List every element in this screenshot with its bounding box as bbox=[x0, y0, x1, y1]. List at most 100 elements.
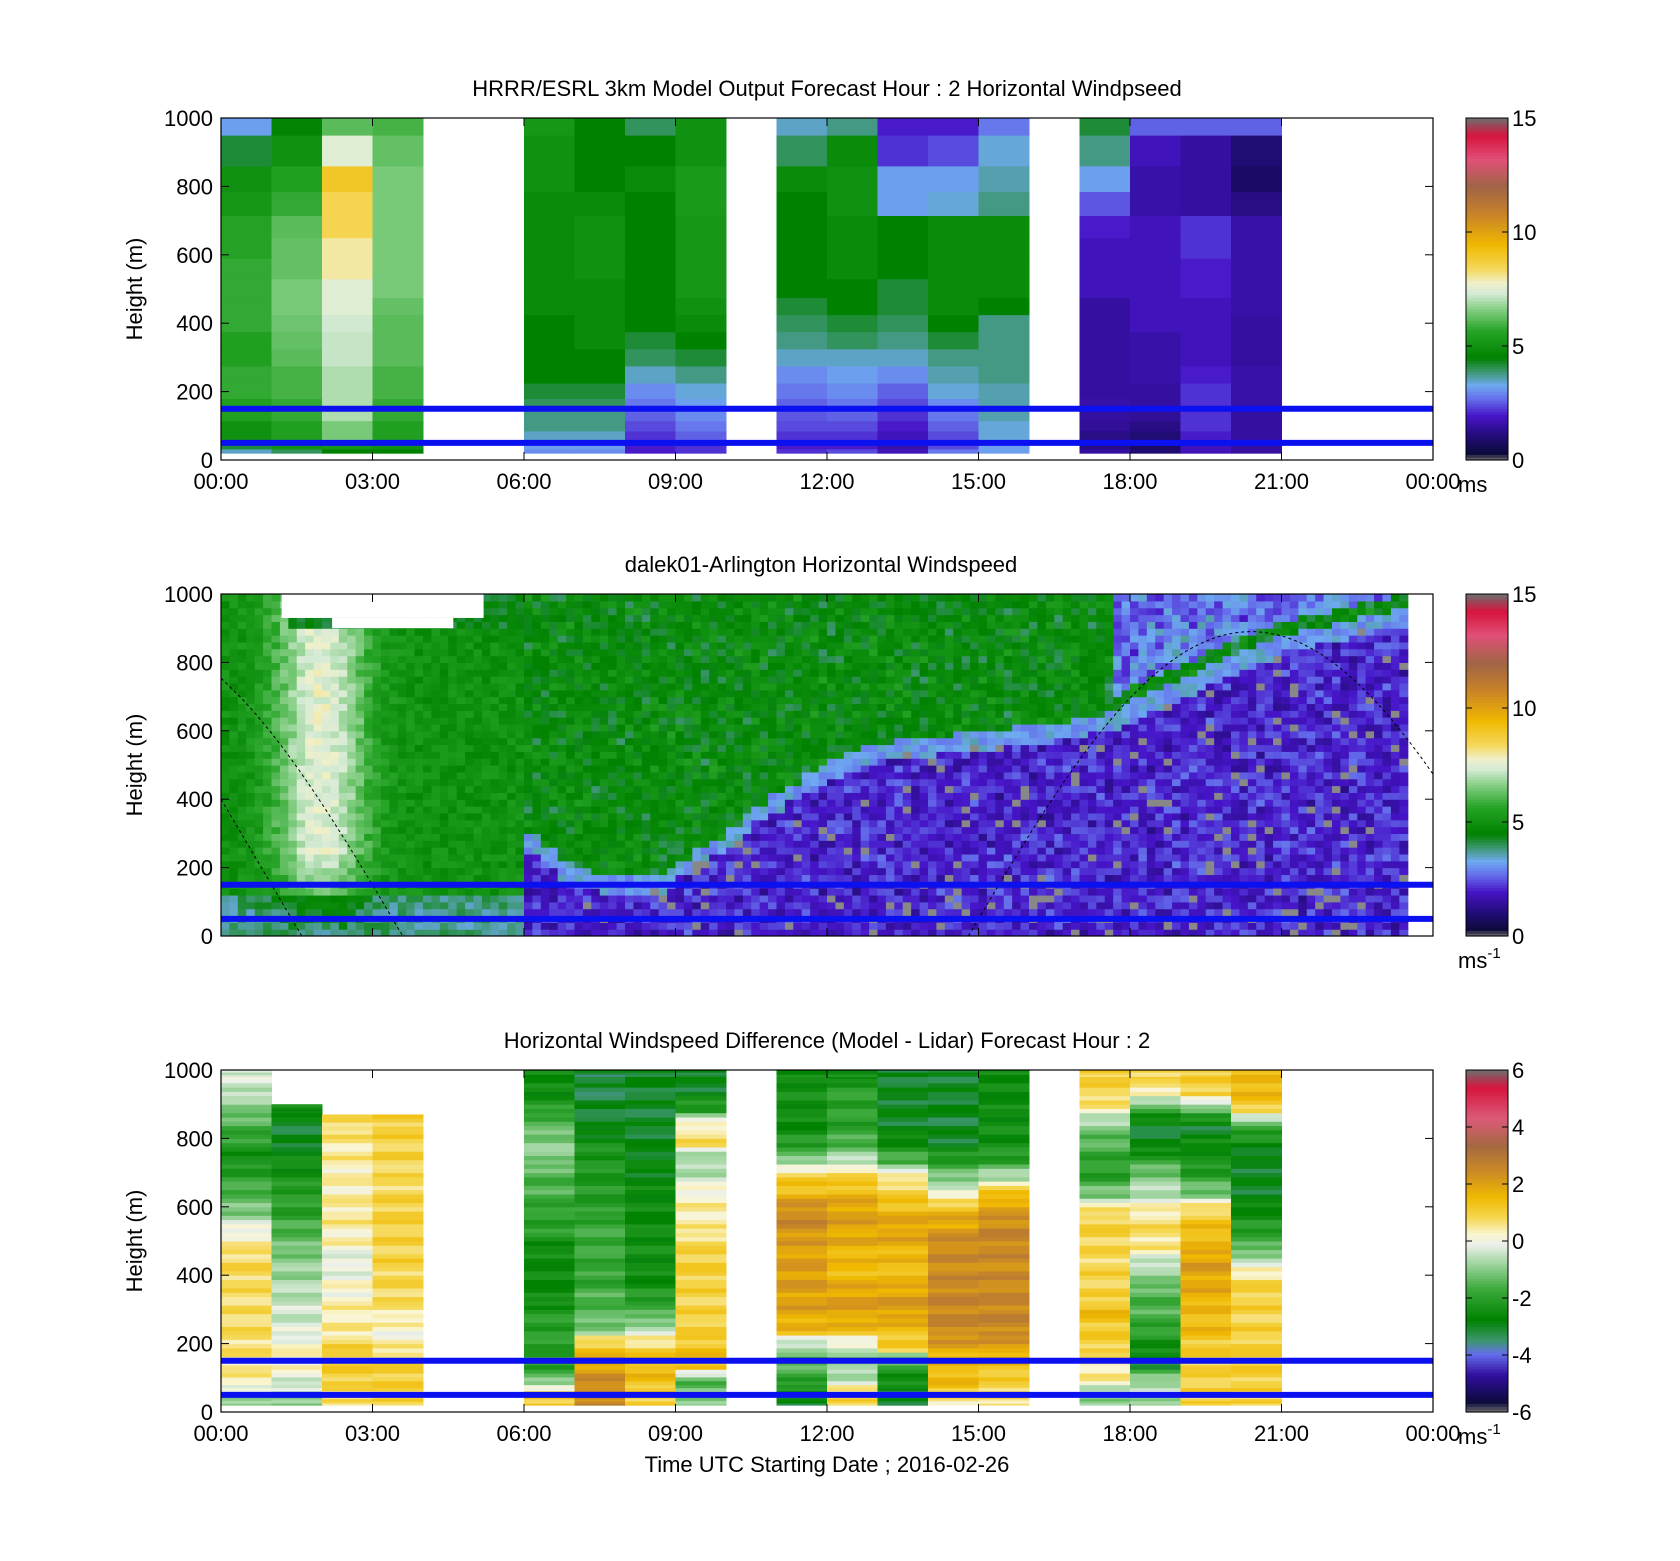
heatmap-cell bbox=[961, 744, 971, 752]
heatmap-cell bbox=[582, 826, 592, 834]
heatmap-cell bbox=[843, 901, 853, 910]
x-tick-label: 21:00 bbox=[1254, 469, 1309, 494]
heatmap-cell bbox=[246, 908, 256, 917]
heatmap-cell bbox=[423, 874, 433, 882]
heatmap-cell bbox=[818, 696, 828, 705]
heatmap-cell bbox=[1231, 278, 1282, 299]
heatmap-cell bbox=[776, 888, 786, 896]
heatmap-cell bbox=[919, 648, 929, 657]
heatmap-cell bbox=[641, 751, 651, 759]
colorbar-swatch bbox=[1466, 428, 1508, 433]
heatmap-cell bbox=[296, 874, 306, 882]
heatmap-cell bbox=[229, 730, 239, 739]
heatmap-cell bbox=[784, 874, 794, 882]
heatmap-cell bbox=[582, 710, 592, 718]
heatmap-cell bbox=[1130, 365, 1181, 384]
heatmap-cell bbox=[414, 888, 424, 896]
heatmap-cell bbox=[869, 621, 879, 629]
heatmap-cell bbox=[633, 929, 643, 936]
heatmap-cell bbox=[852, 860, 862, 869]
heatmap-cell bbox=[919, 860, 929, 869]
heatmap-cell bbox=[246, 723, 256, 732]
heatmap-cell bbox=[717, 806, 727, 814]
heatmap-cell bbox=[221, 410, 272, 422]
heatmap-cell bbox=[591, 874, 601, 882]
heatmap-cell bbox=[279, 792, 289, 800]
heatmap-cell bbox=[776, 237, 828, 259]
heatmap-cell bbox=[658, 833, 668, 841]
heatmap-cell bbox=[936, 717, 946, 725]
heatmap-cell bbox=[288, 655, 298, 663]
heatmap-cell bbox=[944, 662, 954, 670]
heatmap-cell bbox=[625, 689, 635, 698]
heatmap-cell bbox=[439, 723, 449, 732]
heatmap-cell bbox=[338, 689, 348, 698]
heatmap-cell bbox=[364, 703, 374, 711]
heatmap-cell bbox=[742, 744, 752, 752]
heatmap-cell bbox=[852, 662, 862, 670]
heatmap-cell bbox=[524, 826, 534, 834]
heatmap-cell bbox=[793, 819, 803, 828]
heatmap-cell bbox=[296, 682, 306, 691]
heatmap-cell bbox=[860, 607, 870, 616]
colorbar-swatch bbox=[1466, 200, 1508, 205]
heatmap-cell bbox=[397, 785, 407, 793]
heatmap-cell bbox=[869, 607, 879, 616]
heatmap-cell bbox=[658, 901, 668, 910]
heatmap-cell bbox=[313, 614, 323, 622]
heatmap-cell bbox=[498, 628, 508, 636]
heatmap-cell bbox=[254, 901, 264, 910]
heatmap-cell bbox=[532, 744, 542, 752]
heatmap-cell bbox=[406, 874, 416, 882]
heatmap-cell bbox=[549, 792, 559, 800]
heatmap-cell bbox=[557, 648, 567, 657]
heatmap-cell bbox=[751, 655, 761, 663]
heatmap-cell bbox=[970, 826, 980, 834]
heatmap-cell bbox=[700, 778, 710, 787]
panel-lidar-cells bbox=[221, 594, 1409, 936]
heatmap-cell bbox=[860, 723, 870, 732]
heatmap-cell bbox=[599, 922, 609, 930]
heatmap-cell bbox=[768, 771, 778, 780]
heatmap-cell bbox=[490, 929, 500, 936]
heatmap-cell bbox=[734, 833, 744, 841]
heatmap-cell bbox=[338, 867, 348, 876]
heatmap-cell bbox=[852, 621, 862, 629]
heatmap-cell bbox=[456, 765, 466, 773]
heatmap-cell bbox=[599, 751, 609, 759]
heatmap-cell bbox=[734, 641, 744, 650]
heatmap-cell bbox=[246, 600, 256, 609]
heatmap-cell bbox=[490, 737, 500, 746]
heatmap-cell bbox=[751, 758, 761, 766]
heatmap-cell bbox=[877, 689, 887, 698]
heatmap-cell bbox=[709, 888, 719, 896]
heatmap-cell bbox=[751, 867, 761, 876]
heatmap-cell bbox=[389, 703, 399, 711]
heatmap-cell bbox=[843, 888, 853, 896]
heatmap-cell bbox=[279, 806, 289, 814]
heatmap-cell bbox=[658, 662, 668, 670]
heatmap-cell bbox=[296, 922, 306, 930]
heatmap-cell bbox=[448, 812, 458, 821]
heatmap-cell bbox=[322, 614, 332, 622]
colorbar-swatch bbox=[1466, 169, 1508, 173]
heatmap-cell bbox=[810, 847, 820, 855]
heatmap-cell bbox=[885, 785, 895, 793]
heatmap-cell bbox=[237, 682, 247, 691]
heatmap-cell bbox=[970, 929, 980, 936]
heatmap-cell bbox=[549, 641, 559, 650]
heatmap-cell bbox=[852, 799, 862, 807]
heatmap-cell bbox=[625, 676, 635, 684]
heatmap-cell bbox=[683, 901, 693, 910]
heatmap-cell bbox=[742, 867, 752, 876]
heatmap-cell bbox=[439, 908, 449, 917]
heatmap-cell bbox=[557, 874, 567, 882]
heatmap-cell bbox=[490, 703, 500, 711]
heatmap-cell bbox=[658, 614, 668, 622]
heatmap-cell bbox=[961, 641, 971, 650]
heatmap-cell bbox=[877, 792, 887, 800]
heatmap-cell bbox=[919, 867, 929, 876]
heatmap-cell bbox=[784, 819, 794, 828]
heatmap-cell bbox=[843, 874, 853, 882]
heatmap-cell bbox=[709, 607, 719, 616]
